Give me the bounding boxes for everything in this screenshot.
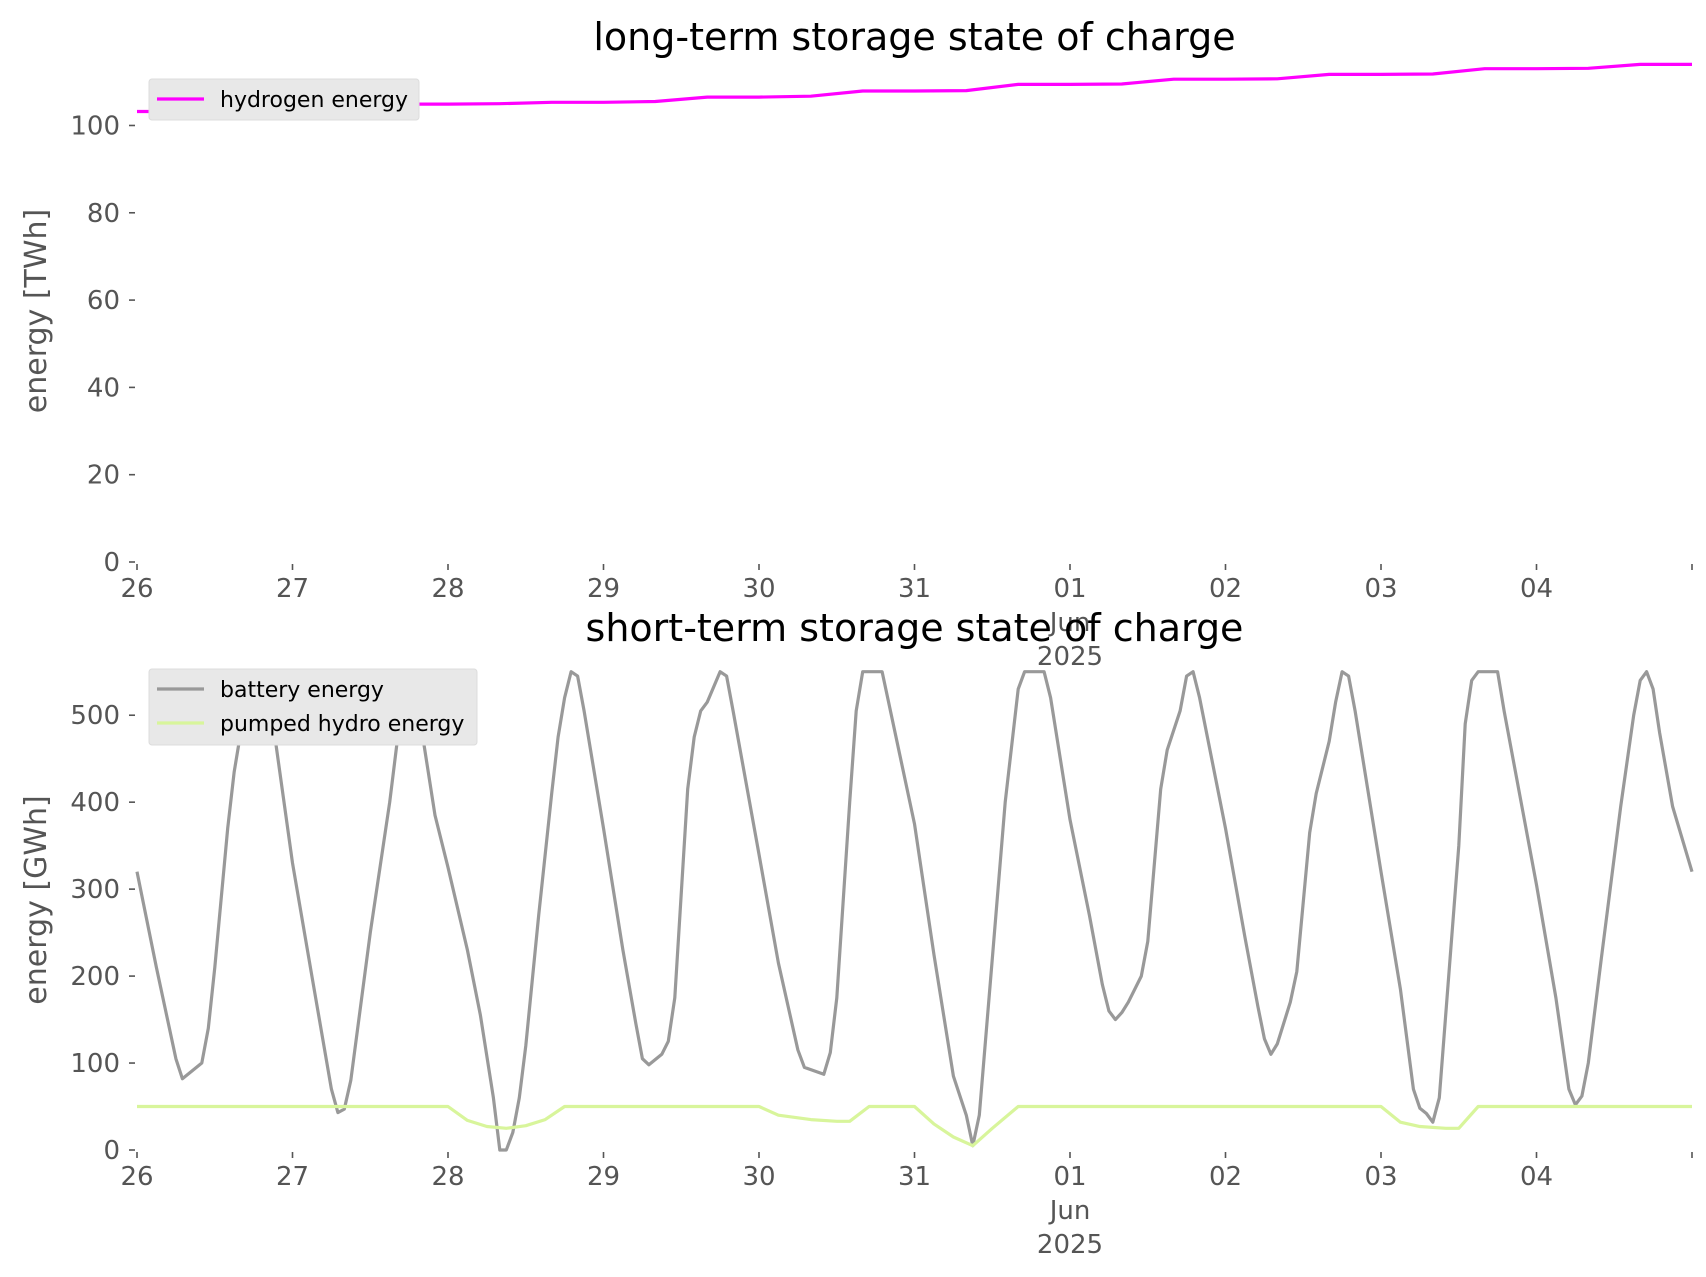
x-tick-label: 27 — [276, 574, 309, 604]
x-tick-label: 02 — [1209, 574, 1242, 604]
chart-1: short-term storage state of charge energy… — [19, 606, 1694, 1260]
legend: battery energy pumped hydro energy — [148, 668, 478, 746]
y-tick-label: 100 — [70, 111, 120, 141]
x-tick-label: 03 — [1364, 574, 1397, 604]
chart-0: long-term storage state of charge energy … — [19, 15, 1693, 672]
y-tick-label: 200 — [70, 962, 120, 992]
x-tick-label: 26 — [120, 1162, 153, 1192]
legend-label: pumped hydro energy — [220, 712, 464, 737]
x-tick-label: 04 — [1520, 574, 1553, 604]
x-tick-label: 01 — [1053, 1162, 1086, 1192]
x-tick-label: 2025 — [1037, 642, 1103, 672]
y-tick-label: 0 — [103, 1136, 120, 1166]
y-tick-label: 60 — [87, 286, 120, 316]
legend-label: battery energy — [220, 678, 384, 703]
chart-title: long-term storage state of charge — [593, 15, 1235, 59]
x-tick-label: 02 — [1209, 1162, 1242, 1192]
y-tick-label: 400 — [70, 788, 120, 818]
y-tick-label: 100 — [70, 1049, 120, 1079]
legend-box — [148, 78, 420, 121]
legend: hydrogen energy — [148, 78, 420, 121]
y-tick-label: 80 — [87, 199, 120, 229]
x-tick-label: 2025 — [1037, 1230, 1103, 1260]
x-tick-label: Jun — [1048, 608, 1091, 638]
x-tick-label: 31 — [898, 1162, 931, 1192]
y-tick-label: 500 — [70, 701, 120, 731]
y-tick-label: 300 — [70, 875, 120, 905]
x-tick-label: 01 — [1053, 574, 1086, 604]
y-tick-label: 0 — [103, 548, 120, 578]
legend-label: hydrogen energy — [220, 88, 408, 113]
chart-title: short-term storage state of charge — [586, 606, 1244, 650]
x-tick-label: 29 — [587, 1162, 620, 1192]
y-axis-label: energy [TWh] — [19, 209, 54, 413]
y-tick-label: 20 — [87, 461, 120, 491]
x-tick-label: Jun — [1048, 1196, 1091, 1226]
y-axis-label: energy [GWh] — [19, 795, 54, 1004]
x-tick-label: 28 — [431, 1162, 464, 1192]
legend-box — [148, 668, 478, 746]
y-tick-label: 40 — [87, 373, 120, 403]
x-tick-label: 27 — [276, 1162, 309, 1192]
x-tick-label: 31 — [898, 574, 931, 604]
x-tick-label: 26 — [120, 574, 153, 604]
x-tick-label: 04 — [1520, 1162, 1553, 1192]
x-tick-label: 30 — [742, 1162, 775, 1192]
x-tick-label: 03 — [1364, 1162, 1397, 1192]
x-tick-label: 28 — [431, 574, 464, 604]
x-tick-label: 29 — [587, 574, 620, 604]
series-line-pumped-hydro-energy — [137, 1104, 1692, 1148]
x-tick-label: 30 — [742, 574, 775, 604]
